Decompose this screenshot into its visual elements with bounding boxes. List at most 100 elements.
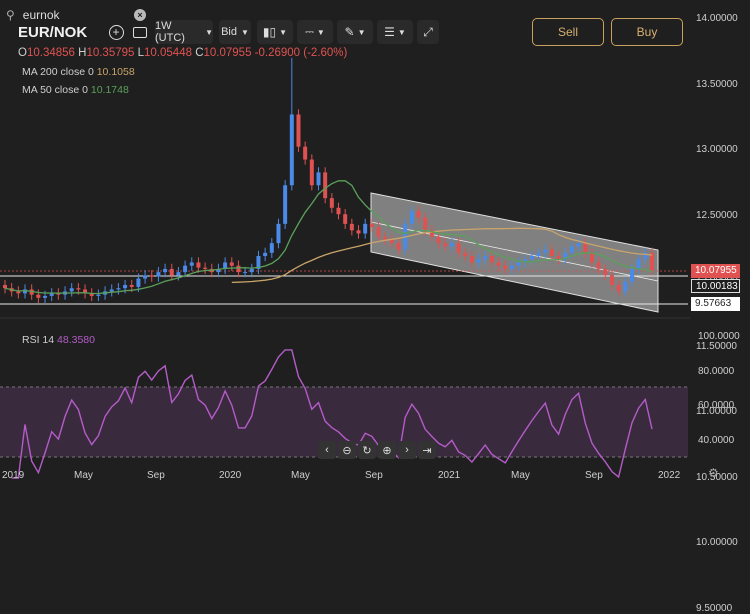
pencil-icon: ✎ [344,25,355,39]
time-axis-label: 2019 [2,470,25,481]
candle-body [176,272,181,276]
candle-body [643,252,648,260]
reset-icon[interactable]: ↻ [358,441,376,459]
time-axis-label: May [291,470,310,481]
candle-body [23,289,28,294]
chart-navigation: ‹ ⊖ ↻ ⊕ › ⇥ [318,441,436,459]
layers-dropdown[interactable]: ☰ ▼ [377,20,413,44]
price-axis-label: 12.50000 [696,209,738,221]
candle-body [69,288,74,292]
candle-body [596,262,601,269]
drawing-tools-dropdown[interactable]: ✎ ▼ [337,20,373,44]
candle-body [369,223,374,228]
candle-body [529,256,534,260]
symbol-search[interactable]: ⚲ eurnok × [6,6,146,24]
candle-body [223,262,228,269]
candle-body [456,243,461,253]
candle-body [650,252,654,271]
candle-body [549,249,554,257]
candle-body [543,249,548,253]
chart-type-dropdown[interactable]: ▮▯ ▼ [257,20,293,44]
candle-body [276,223,281,244]
regression-channel [370,192,659,313]
candle-body [336,207,341,215]
level1-badge: 10.00183 [691,279,740,293]
price-type-label: Bid [221,26,237,38]
price-axis-label: 14.00000 [696,13,738,24]
low-label: L [137,47,145,59]
candle-body [389,239,394,244]
candle-body [149,275,154,277]
price-chart[interactable] [0,0,750,494]
fullscreen-button[interactable]: ⤢ [417,20,439,44]
candle-body [616,284,621,292]
candle-body [163,268,168,273]
price-axis-label: 13.50000 [696,78,738,90]
ma200-label: MA 200 close 0 [22,66,94,78]
rsi-axis-label: 100.0000 [698,331,740,342]
buy-button[interactable]: Buy [611,18,683,46]
settings-gear-icon[interactable]: ⚙ [708,466,719,480]
candle-body [229,262,234,266]
candle-body [503,265,508,269]
candle-body [109,289,114,292]
price-type-dropdown[interactable]: Bid ▼ [219,20,251,44]
chevron-down-icon: ▼ [240,27,249,37]
candle-body [423,217,428,231]
candle-body [269,243,274,253]
ma50-value: 10.1748 [90,84,129,96]
rsi-value: 48.3580 [57,334,95,346]
chevron-down-icon: ▼ [279,27,288,37]
add-symbol-button[interactable]: + [106,20,126,44]
candle-body [189,262,194,266]
candle-body [243,272,248,274]
candle-body [123,284,128,289]
indicators-dropdown[interactable]: ⎓ ▼ [297,20,333,44]
candle-body [416,211,421,218]
layers-icon: ☰ [384,25,395,39]
sell-button[interactable]: Sell [532,18,604,46]
candle-body [469,256,474,263]
time-axis-label: May [511,470,530,481]
compare-button[interactable] [130,20,150,44]
candle-body [576,243,581,247]
candle-body [183,265,188,273]
ma50-legend[interactable]: MA 50 close 0 10.1748 [22,84,129,96]
ma200-legend[interactable]: MA 200 close 0 10.1058 [22,66,135,78]
scroll-left-icon[interactable]: ‹ [318,441,336,459]
ma200-line [231,227,653,284]
scroll-right-icon[interactable]: › [398,441,416,459]
candle-body [356,230,361,234]
plus-circle-icon: + [108,24,124,40]
candle-body [396,243,401,250]
ma50-line [4,180,653,295]
candle-body [116,288,121,290]
candle-body [629,268,634,282]
price-axis-label: 11.00000 [696,406,737,417]
zoom-out-icon[interactable]: ⊖ [338,441,356,459]
candle-body [496,262,501,266]
candle-body [263,252,268,257]
current-price-badge: 10.07955 [691,264,740,278]
zoom-in-icon[interactable]: ⊕ [378,441,396,459]
candle-body [476,259,481,263]
rsi-axis-label: 80.0000 [698,365,735,377]
candle-body [196,262,201,268]
candle-body [489,256,494,263]
time-axis-label: 2022 [658,470,681,481]
candle-body [143,275,148,279]
low-value: 10.05448 [144,47,192,59]
candle-body [49,293,54,296]
chevron-down-icon: ▼ [357,27,366,37]
time-axis-label: Sep [147,470,165,481]
search-input[interactable]: eurnok [22,8,60,22]
interval-dropdown[interactable]: 1W (UTC) ▼ [155,20,213,44]
candle-body [376,227,381,237]
candle-body [283,185,288,224]
scroll-end-icon[interactable]: ⇥ [418,441,436,459]
time-axis-label: Sep [365,470,383,481]
rsi-legend[interactable]: RSI 14 48.3580 [22,334,95,346]
time-axis-label: 2020 [219,470,242,481]
clear-search-icon[interactable]: × [134,9,146,21]
candle-body [29,289,34,295]
